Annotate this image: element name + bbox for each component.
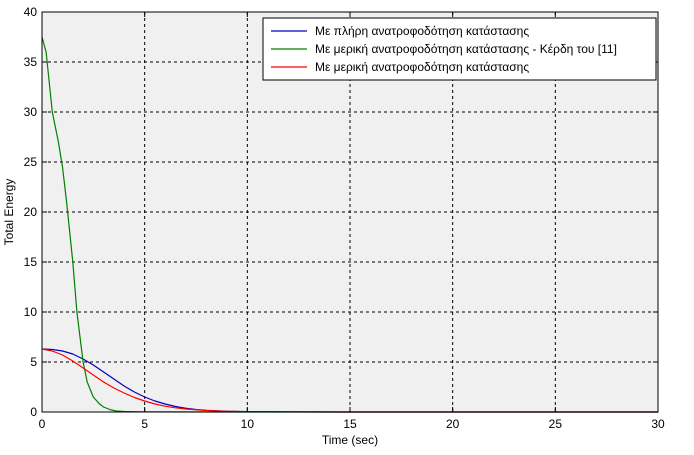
y-axis-label: Total Energy	[2, 179, 16, 246]
x-tick-label: 25	[549, 417, 563, 431]
x-axis-label: Time (sec)	[322, 433, 378, 447]
y-tick-label: 20	[24, 205, 38, 219]
y-tick-label: 10	[24, 305, 38, 319]
legend-box	[262, 17, 657, 81]
x-tick-label: 0	[39, 417, 46, 431]
legend-label-1: Με πλήρη ανατροφοδότηση κατάστασης	[315, 24, 529, 38]
legend: Με πλήρη ανατροφοδότηση κατάστασης Με μερ…	[262, 17, 657, 81]
axis-ticks: 0 5 10 15 20 25 30 0 5 10 15 20 25 30 35 40	[24, 5, 665, 431]
y-tick-label: 35	[24, 55, 38, 69]
x-tick-label: 5	[141, 417, 148, 431]
y-tick-label: 30	[24, 105, 38, 119]
y-tick-label: 40	[24, 5, 38, 19]
y-tick-label: 25	[24, 155, 38, 169]
legend-label-2: Με μερική ανατροφοδότηση κατάστασης - Κέ…	[315, 42, 617, 56]
x-tick-label: 30	[651, 417, 665, 431]
x-tick-label: 20	[446, 417, 460, 431]
x-tick-label: 10	[241, 417, 255, 431]
y-tick-label: 0	[30, 405, 37, 419]
x-tick-label: 15	[343, 417, 357, 431]
legend-label-3: Με μερική ανατροφοδότηση κατάστασης	[315, 60, 529, 74]
y-tick-label: 15	[24, 255, 38, 269]
y-tick-label: 5	[30, 355, 37, 369]
